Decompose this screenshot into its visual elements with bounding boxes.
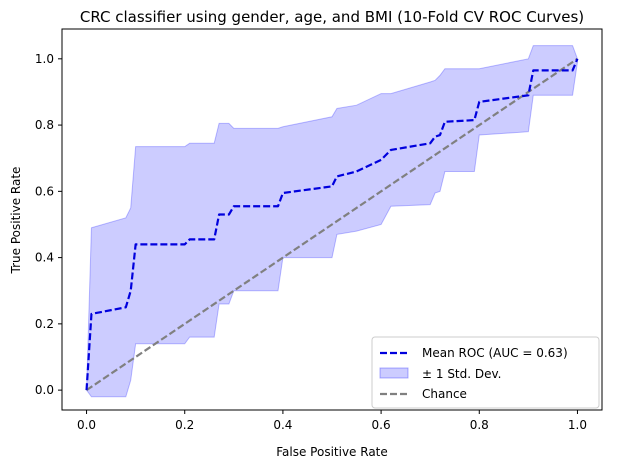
x-tick-label: 0.6 bbox=[372, 418, 391, 432]
x-axis-label: False Positive Rate bbox=[276, 445, 388, 459]
plot-frame bbox=[61, 28, 603, 411]
legend-std-label: ± 1 Std. Dev. bbox=[422, 367, 502, 381]
y-tick-label: 0.4 bbox=[35, 251, 54, 265]
y-tick-label: 1.0 bbox=[35, 52, 54, 66]
y-tick-label: 0.8 bbox=[35, 118, 54, 132]
y-axis: 0.0 0.2 0.4 0.6 0.8 1.0 bbox=[35, 52, 62, 397]
y-axis-label: True Positive Rate bbox=[9, 167, 23, 275]
y-tick-label: 0.2 bbox=[35, 317, 54, 331]
legend-chance-label: Chance bbox=[422, 387, 467, 401]
y-tick-label: 0.0 bbox=[35, 383, 54, 397]
chance-line bbox=[85, 57, 579, 392]
x-tick-label: 0.2 bbox=[175, 418, 194, 432]
x-tick-label: 0.8 bbox=[470, 418, 489, 432]
legend-mean-roc-label: Mean ROC (AUC = 0.63) bbox=[422, 346, 568, 360]
x-tick-label: 0.0 bbox=[77, 418, 96, 432]
legend: Mean ROC (AUC = 0.63) ± 1 Std. Dev. Chan… bbox=[371, 336, 600, 409]
mean-roc-line bbox=[85, 58, 579, 391]
legend-std-swatch bbox=[379, 367, 409, 379]
x-axis: 0.0 0.2 0.4 0.6 0.8 1.0 bbox=[77, 410, 587, 432]
chart-title: CRC classifier using gender, age, and BM… bbox=[80, 8, 584, 26]
y-tick-label: 0.6 bbox=[35, 184, 54, 198]
legend-box bbox=[371, 336, 600, 409]
x-tick-label: 1.0 bbox=[568, 418, 587, 432]
plot-area bbox=[85, 45, 579, 398]
x-tick-label: 0.4 bbox=[273, 418, 292, 432]
